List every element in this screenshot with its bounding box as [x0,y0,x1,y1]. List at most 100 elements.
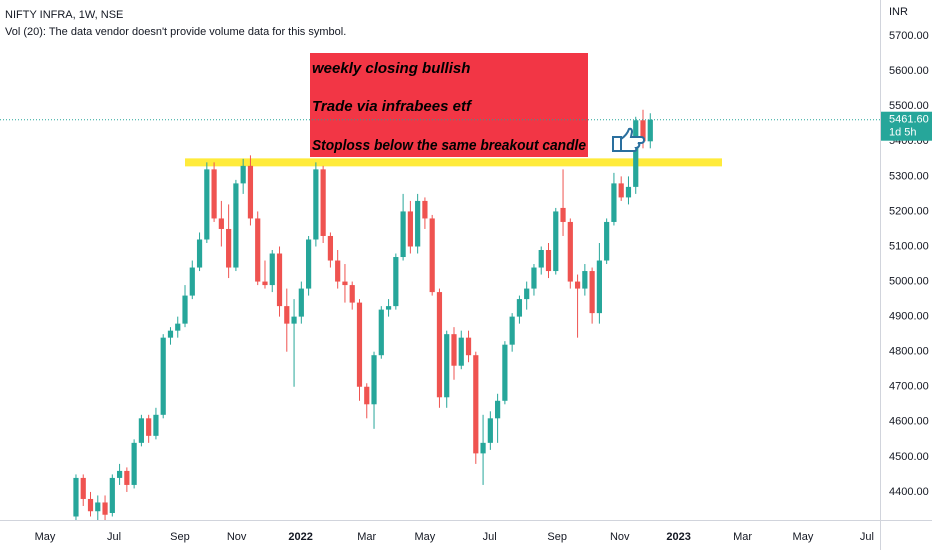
candle-body [538,250,544,268]
candle-body [509,316,515,345]
candle-body [378,309,384,356]
y-tick-label: 5300.00 [889,170,929,182]
candle-body [269,253,275,286]
candle-body [226,228,232,268]
candle-body [560,207,566,222]
candle-body [465,337,472,356]
candle-body [313,169,319,240]
candle-body [640,120,646,142]
countdown-label: 1d 5h [889,127,917,139]
candle-body [545,250,552,272]
candle-body [80,477,86,499]
y-tick-label: 5000.00 [889,275,929,287]
candle-body [524,288,530,300]
candle-body [531,267,537,289]
y-tick-label: 5700.00 [889,30,929,42]
x-tick-label: Jul [860,531,874,543]
annotation: weekly closing bullish [312,60,470,77]
candle-body [574,281,581,289]
candle-body [618,183,624,198]
candle-body [502,344,508,401]
candle-body [138,418,144,443]
candle-body [487,418,493,443]
y-tick-label: 5200.00 [889,205,929,217]
candle-body [102,502,108,515]
candle-body [298,288,304,317]
pointing-hand-icon [612,127,646,152]
candle-body [305,239,312,289]
candle-body [175,323,181,331]
candle-body [356,302,363,387]
x-tick-label: Sep [170,531,190,543]
candle-body [611,183,617,222]
candle-body [240,165,246,184]
x-tick-label: Jul [483,531,497,543]
candle-body [625,186,632,198]
last-price-label: 5461.60 [889,114,929,126]
candle-body [233,183,239,268]
candle-body [291,316,297,324]
candle-body [95,502,101,512]
candle-body [451,334,457,366]
candle-body [582,271,588,289]
candle-body [349,285,355,303]
candle-body [458,337,464,366]
x-tick-label: 2023 [666,531,690,543]
annotation: Trade via infrabees etf [312,98,473,115]
candle-body [211,169,217,219]
candle-body [255,218,261,282]
candle-body [342,281,348,286]
candle-body [495,400,501,419]
candle-body [436,292,443,398]
y-tick-label: 4900.00 [889,311,929,323]
candle-body [604,221,610,261]
y-tick-label: 4400.00 [889,486,929,498]
chart-subtitle: Vol (20): The data vendor doesn't provid… [5,26,346,38]
candle-body [553,211,559,272]
candle-body [596,260,602,314]
y-tick-label: 4600.00 [889,416,929,428]
candle-body [364,386,370,405]
candle-body [182,295,188,324]
currency-label: INR [889,6,908,18]
candle-body [335,260,341,282]
candle-body [109,477,115,513]
candle-body [87,498,94,512]
candle-body [407,211,413,247]
candle-body [393,257,399,307]
x-tick-label: Jul [107,531,121,543]
candle-body [567,221,573,282]
candle-body [516,299,523,317]
candle-body [371,355,377,405]
candle-body [327,235,334,261]
x-tick-label: Sep [547,531,567,543]
y-tick-label: 4800.00 [889,346,929,358]
note-box [310,53,588,157]
candle-body [415,200,421,247]
candle-body [196,239,203,268]
y-tick-label: 5500.00 [889,100,929,112]
candle-body [320,169,326,236]
plot-area [73,109,722,520]
y-tick-label: 5100.00 [889,240,929,252]
chart-title: NIFTY INFRA, 1W, NSE [5,9,123,21]
candle-body [473,355,479,454]
candle-body [218,218,224,229]
x-tick-label: Nov [227,531,247,543]
candle-body [189,267,195,296]
candle-body [400,211,406,258]
candle-body [444,334,450,398]
x-tick-label: May [35,531,56,543]
candle-body [480,442,486,454]
x-tick-label: 2022 [288,531,312,543]
x-tick-label: Nov [610,531,630,543]
x-tick-label: May [793,531,814,543]
candle-body [167,330,174,338]
x-tick-label: Mar [733,531,752,543]
candle-body [589,271,595,314]
candle-body [429,218,435,293]
y-tick-label: 4500.00 [889,451,929,463]
candle-body [73,477,79,517]
candle-body [276,253,283,307]
y-tick-label: 5600.00 [889,65,929,77]
